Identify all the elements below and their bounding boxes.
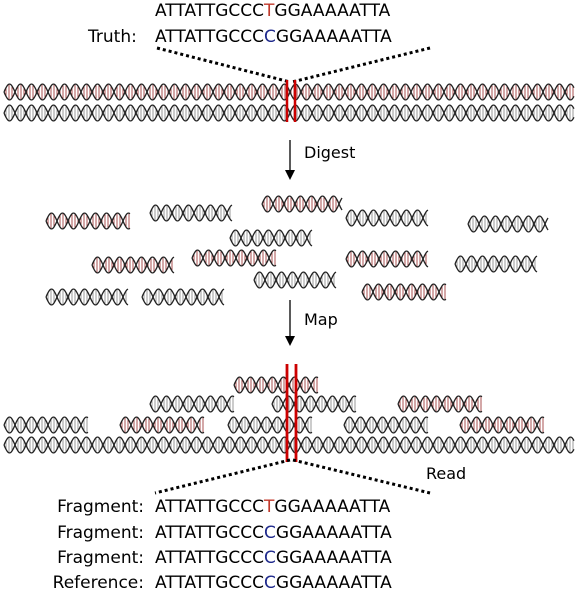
mapped-fragment-1 [233, 376, 319, 394]
aligned-reads: Fragment: ATTATTGCCCTGGAAAAATTA Fragment… [53, 497, 392, 590]
fragment-5 [467, 215, 549, 233]
row-base: C [264, 523, 276, 543]
reference-strand [3, 436, 575, 454]
row-label: Fragment: [57, 548, 144, 568]
row-label: Reference: [53, 573, 144, 590]
truth-sequence: ATTATTGCCCCGGAAAAATTA [155, 27, 392, 47]
row-base: C [264, 548, 276, 568]
fragment-9 [91, 256, 175, 274]
genome-strand-paternal [3, 104, 575, 122]
variant-sequence: ATTATTGCCCTGGAAAAATTA [155, 1, 391, 21]
variant-suffix: GGAAAAATTA [274, 1, 390, 21]
row-label: Fragment: [57, 523, 144, 543]
map-arrow-head [285, 336, 295, 346]
fragment-6 [229, 229, 313, 247]
genome-strands [3, 83, 575, 122]
zoom-line-left-top [156, 46, 291, 84]
digest-arrow-head [285, 170, 295, 180]
zoom-line-right-top [291, 46, 431, 84]
row-sequence: ATTATTGCCCCGGAAAAATTA [155, 548, 392, 568]
fragment-1 [45, 212, 131, 230]
row-base: T [263, 497, 275, 517]
fragment-12 [361, 283, 447, 301]
truth-label: Truth: [87, 27, 137, 47]
mapped-fragment-3 [271, 395, 357, 413]
fragment-4 [345, 209, 429, 227]
fragment-13 [45, 288, 129, 306]
mapped-fragment-4 [397, 395, 483, 413]
fragment-11 [253, 271, 337, 289]
row-sequence: ATTATTGCCCTGGAAAAATTA [155, 497, 391, 517]
row-sequence: ATTATTGCCCCGGAAAAATTA [155, 573, 392, 590]
truth-suffix: GGAAAAATTA [276, 27, 392, 47]
digest-label: Digest [304, 143, 355, 162]
fragment-2 [149, 204, 233, 222]
fragment-14 [141, 288, 225, 306]
read-label: Read [426, 464, 466, 483]
mapped-fragment-8 [343, 416, 429, 434]
mapped-fragment-9 [459, 416, 545, 434]
truth-base: C [264, 27, 276, 47]
truth-prefix: ATTATTGCCC [155, 27, 264, 47]
mapped-fragment-2 [149, 395, 235, 413]
mapped-fragment-6 [119, 416, 205, 434]
fragment-10 [454, 255, 538, 273]
mapped-fragment-7 [227, 416, 313, 434]
mapped-fragment-5 [3, 416, 89, 434]
zoom-line-right-bottom [292, 458, 431, 495]
fragment-3 [261, 195, 343, 213]
fragment-7 [191, 249, 277, 267]
row-sequence: ATTATTGCCCCGGAAAAATTA [155, 523, 392, 543]
variant-base: T [263, 1, 275, 21]
genome-strand-maternal [3, 83, 575, 101]
map-label: Map [304, 310, 338, 329]
mapped-fragments [3, 376, 575, 454]
zoom-line-left-bottom [154, 458, 291, 495]
variant-prefix: ATTATTGCCC [155, 1, 264, 21]
fragment-8 [345, 250, 429, 268]
row-label: Fragment: [57, 497, 144, 517]
digested-fragments [45, 195, 549, 306]
row-base: C [264, 573, 276, 590]
